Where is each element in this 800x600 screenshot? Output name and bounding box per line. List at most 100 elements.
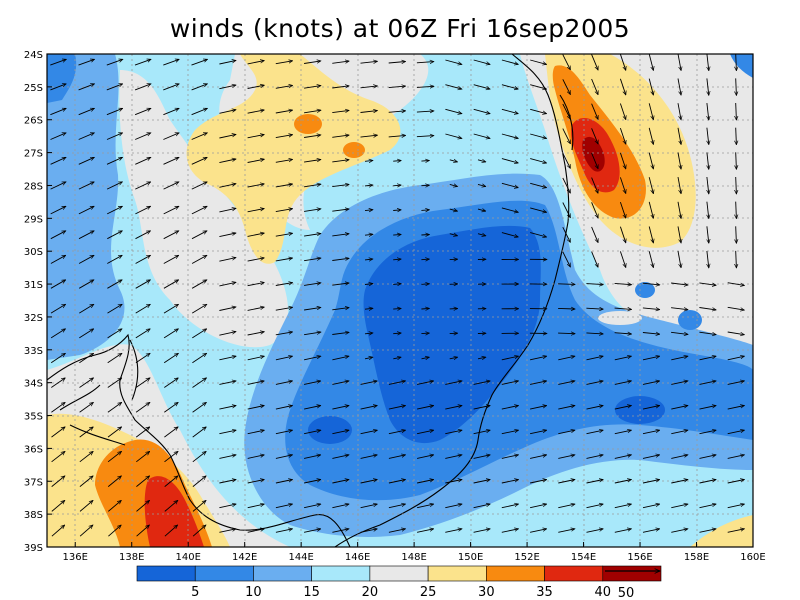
wind-vector-arrow — [304, 356, 321, 361]
wind-vector-arrow — [393, 284, 401, 285]
wind-vector-arrow — [445, 406, 462, 410]
wind-vector-arrow — [51, 451, 65, 463]
wind-vector-arrow — [501, 406, 519, 410]
wind-vector-arrow — [106, 84, 123, 91]
wind-vector-arrow — [699, 406, 717, 410]
wind-vector-arrow — [332, 234, 349, 237]
wind-vector-arrow — [247, 258, 265, 262]
wind-vector-arrow — [388, 455, 406, 459]
wind-vector-arrow — [501, 529, 519, 533]
wind-vector-arrow — [671, 430, 688, 435]
wind-vector-arrow — [736, 102, 737, 120]
wind-vector-arrow — [449, 160, 458, 162]
wind-vector-arrow — [619, 54, 625, 70]
colorbar-label: 25 — [420, 585, 437, 600]
wind-vector-arrow — [388, 406, 406, 410]
wind-vector-arrow — [727, 406, 745, 410]
wind-vector-arrow — [648, 54, 653, 70]
wind-vector-arrow — [642, 333, 660, 335]
wind-vector-arrow — [163, 181, 179, 190]
wind-vector-arrow — [107, 353, 122, 364]
wind-vector-arrow — [736, 54, 737, 71]
wind-vector-arrow — [135, 329, 150, 339]
wind-vector-arrow — [78, 108, 95, 116]
wind-vector-arrow — [727, 430, 745, 435]
wind-vector-arrow — [106, 108, 123, 116]
wind-vector-arrow — [78, 181, 94, 190]
wind-vector-arrow — [558, 406, 575, 410]
y-tick-label: 27S — [24, 149, 43, 160]
wind-vector-arrow — [304, 258, 321, 262]
wind-vector-arrow — [562, 152, 571, 168]
colorbar-swatch — [369, 565, 429, 582]
wind-vector-arrow — [275, 184, 293, 188]
wind-vector-arrow — [50, 280, 66, 289]
wind-vector-arrow — [642, 356, 660, 361]
wind-vector-arrow — [364, 259, 373, 260]
field-level-15-blob — [678, 310, 702, 330]
wind-vector-arrow — [699, 331, 716, 334]
wind-vector-arrow — [78, 132, 95, 140]
wind-vector-arrow — [219, 307, 236, 311]
wind-vector-arrow — [332, 381, 349, 385]
wind-vector-arrow — [107, 304, 123, 314]
wind-vector-arrow — [51, 378, 65, 388]
y-tick-label: 33S — [24, 346, 43, 357]
wind-vector-arrow — [219, 430, 236, 435]
wind-vector-arrow — [558, 308, 575, 309]
wind-vector-arrow — [360, 61, 378, 63]
wind-vector-arrow — [332, 110, 349, 114]
wind-vector-arrow — [304, 480, 321, 484]
wind-vector-arrow — [388, 480, 406, 484]
wind-vector-arrow — [421, 259, 429, 260]
wind-vector-arrow — [473, 133, 490, 138]
wind-vector-arrow — [530, 356, 547, 361]
wind-vector-arrow — [421, 185, 429, 186]
wind-vector-arrow — [707, 176, 709, 194]
wind-vector-arrow — [135, 132, 151, 140]
wind-vector-arrow — [614, 480, 632, 484]
wind-vector-arrow — [106, 59, 123, 66]
map-title: winds (knots) at 06Z Fri 16sep2005 — [169, 14, 631, 43]
wind-vector-arrow — [558, 356, 575, 361]
wind-vector-arrow — [219, 134, 236, 139]
wind-vector-arrow — [477, 234, 486, 236]
field-level-0-core — [363, 225, 541, 444]
wind-vector-arrow — [449, 234, 458, 236]
wind-vector-arrow — [360, 529, 378, 533]
wind-vector-arrow — [699, 381, 717, 385]
wind-vector-arrow — [107, 230, 122, 240]
wind-vector-arrow — [304, 135, 321, 138]
colorbar-swatch — [602, 565, 662, 582]
map-frame — [46, 53, 754, 548]
wind-vector-arrow — [501, 182, 518, 187]
wind-vector-arrow — [79, 525, 93, 537]
wind-vector-arrow — [163, 205, 179, 215]
wind-vector-arrow — [78, 59, 95, 66]
wind-vector-arrow — [219, 110, 236, 114]
wind-vector-arrow — [332, 160, 349, 163]
wind-vector-arrow — [671, 504, 688, 509]
wind-vector-arrow — [445, 381, 462, 385]
wind-vector-arrow — [421, 161, 429, 162]
wind-vector-arrow — [247, 184, 265, 188]
wind-vector-arrow — [591, 152, 599, 169]
wind-vector-arrow — [247, 61, 265, 65]
colorbar-label: 20 — [362, 585, 379, 600]
x-tick-label: 148E — [401, 552, 426, 563]
wind-vector-arrow — [586, 504, 604, 509]
wind-vector-arrow — [677, 103, 681, 120]
wind-vector-arrow — [677, 78, 681, 96]
wind-vector-arrow — [445, 59, 462, 64]
wind-vector-arrow — [191, 181, 207, 190]
wind-vector-arrow — [736, 201, 737, 219]
wind-vector-arrow — [219, 529, 236, 533]
wind-vector-arrow — [677, 251, 681, 268]
wind-vector-arrow — [586, 430, 604, 435]
wind-vector-arrow — [449, 357, 458, 359]
wind-vector-arrow — [304, 184, 321, 188]
wind-vector-arrow — [619, 103, 625, 120]
wind-vector-arrow — [727, 455, 745, 459]
wind-vector-arrow — [219, 208, 236, 213]
wind-vector-arrow — [364, 284, 373, 285]
